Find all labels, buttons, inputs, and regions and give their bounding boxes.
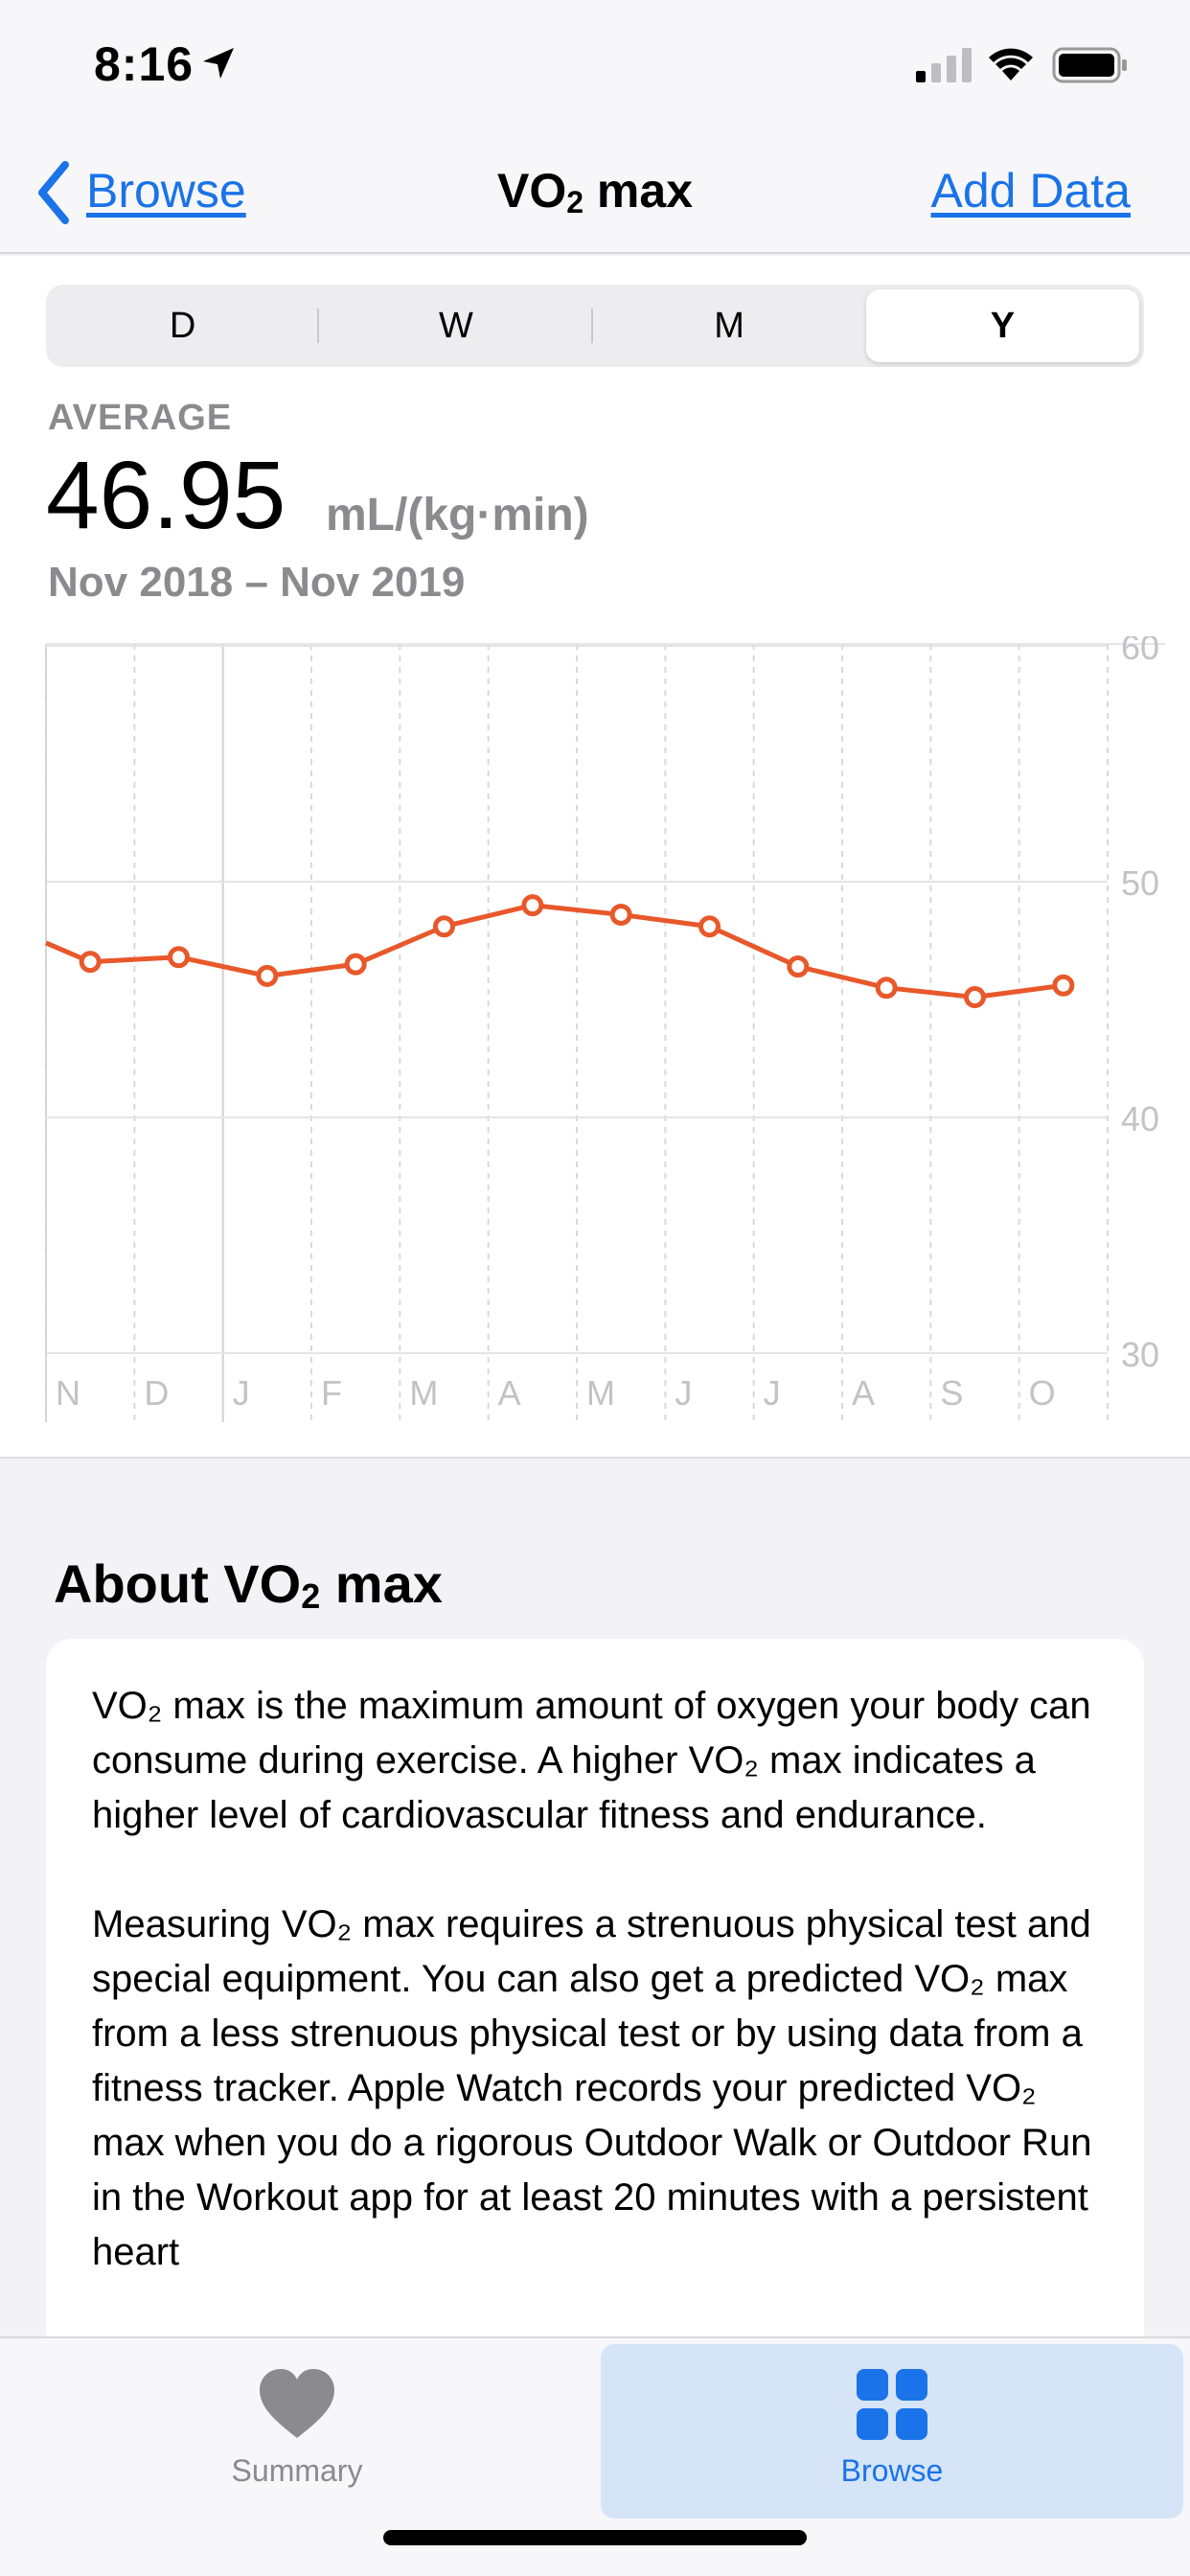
tab-browse-label: Browse — [840, 2453, 944, 2488]
segment-month[interactable]: M — [714, 305, 744, 346]
x-tick-label: M — [409, 1373, 438, 1413]
data-point — [787, 955, 810, 978]
add-data-button[interactable]: Add Data — [930, 164, 1131, 218]
vo2max-line-chart[interactable]: 60 50 40 30 N D J F M A M J J A S O — [0, 636, 1190, 1422]
data-point — [521, 894, 544, 917]
x-tick-label: S — [940, 1373, 963, 1413]
wifi-icon — [989, 48, 1033, 80]
about-heading-rest: max — [320, 1553, 443, 1614]
average-unit: mL/(kg·min) — [326, 490, 589, 540]
y-tick-label: 60 — [1121, 636, 1159, 667]
page-title: VO2 max — [0, 163, 1190, 220]
x-tick-label: O — [1029, 1373, 1056, 1413]
average-label: AVERAGE — [48, 398, 233, 438]
x-tick-label: J — [233, 1373, 250, 1413]
navigation-bar: Browse VO2 max Add Data — [0, 134, 1190, 254]
x-tick-label: A — [498, 1373, 521, 1413]
segment-week[interactable]: W — [319, 289, 593, 362]
grid-icon — [857, 2369, 927, 2440]
data-point — [344, 953, 367, 976]
page-title-rest: max — [584, 164, 693, 218]
heart-icon — [260, 2369, 334, 2438]
x-tick-label: F — [321, 1373, 342, 1413]
tab-summary-label: Summary — [231, 2453, 363, 2488]
battery-icon — [1052, 47, 1127, 83]
status-bar: 8:16 — [0, 0, 1190, 134]
x-tick-label: N — [56, 1373, 80, 1413]
data-point — [964, 986, 986, 1009]
tab-browse[interactable]: Browse — [601, 2344, 1183, 2518]
data-point — [609, 903, 632, 926]
data-point — [875, 977, 898, 1000]
status-time: 8:16 — [94, 37, 195, 91]
location-arrow-icon — [203, 48, 234, 79]
cellular-signal-icon — [916, 48, 972, 82]
about-heading: About VO2 max — [54, 1552, 443, 1617]
x-tick-label: M — [586, 1373, 615, 1413]
data-point — [79, 951, 102, 974]
main-content: D W M Y AVERAGE 46.95 mL/(kg·min) Nov 20… — [0, 256, 1190, 1459]
average-value: 46.95 — [46, 442, 286, 549]
series-line — [45, 903, 1064, 1000]
about-paragraph: VO₂ max is the maximum amount of oxygen … — [92, 1685, 1091, 1836]
data-point — [1052, 974, 1075, 997]
y-tick-label: 40 — [1121, 1099, 1159, 1138]
about-heading-subscript: 2 — [301, 1576, 321, 1616]
date-range: Nov 2018 – Nov 2019 — [48, 559, 466, 606]
back-button[interactable]: Browse — [86, 164, 246, 218]
about-paragraph: Measuring VO₂ max requires a strenuous p… — [92, 1903, 1092, 2273]
y-tick-label: 30 — [1121, 1335, 1159, 1374]
x-tick-label: A — [852, 1373, 875, 1413]
segment-day[interactable]: D — [46, 289, 320, 362]
data-point — [168, 946, 190, 969]
data-point — [256, 964, 279, 987]
data-point — [698, 915, 721, 938]
data-point — [433, 915, 455, 938]
y-tick-label: 50 — [1121, 863, 1159, 903]
segment-year[interactable]: Y — [865, 289, 1139, 362]
x-tick-label: D — [144, 1373, 169, 1413]
time-range-segmented-control: D W M Y — [46, 285, 1144, 367]
tab-summary[interactable]: Summary — [0, 2344, 594, 2518]
back-chevron-icon[interactable] — [34, 159, 73, 226]
page-title-subscript: 2 — [566, 185, 584, 219]
page-title-main: VO — [496, 164, 567, 218]
home-indicator — [383, 2530, 807, 2545]
x-tick-label: J — [764, 1373, 781, 1413]
x-tick-label: J — [675, 1373, 692, 1413]
about-heading-main: About VO — [54, 1553, 302, 1614]
